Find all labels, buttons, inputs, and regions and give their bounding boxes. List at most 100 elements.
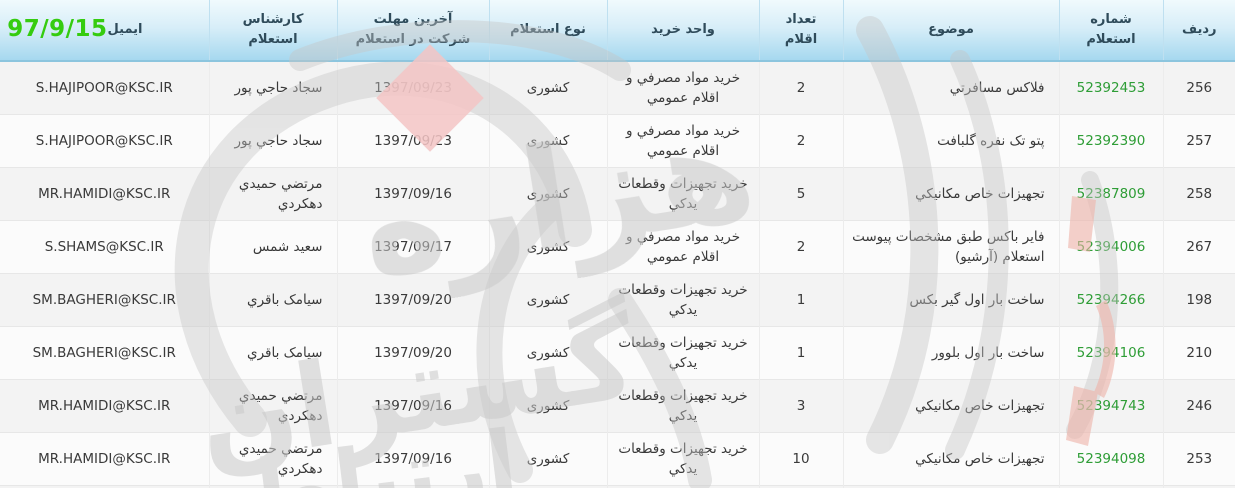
col-header-purchase-unit: واحد خرید (606, 0, 759, 62)
cell-deadline: 1397/09/16 (336, 432, 489, 486)
table-row: 198 52394266 ساخت بار اول گير بکس 1 خريد… (0, 273, 1235, 327)
email-header-label: ایمیل (107, 21, 143, 37)
cell-inquiry-number: 52392453 (1058, 61, 1163, 115)
col-header-inquiry-type: نوع استعلام (488, 0, 607, 62)
cell-expert: مرتضي حميدي دهکردي (208, 432, 337, 486)
cell-item-count: 2 (758, 114, 843, 168)
col-header-inquiry-number: شماره استعلام (1058, 0, 1163, 62)
cell-deadline: 1397/09/23 (336, 114, 489, 168)
cell-row-number: 267 (1162, 220, 1235, 274)
cell-email: SM.BAGHERI@KSC.IR (32, 291, 176, 308)
report-date: 97/9/15 (7, 16, 108, 43)
cell-row-number: 255 (1162, 485, 1235, 488)
cell-subject: تجهيزات خاص مکانيکي (842, 432, 1059, 486)
cell-purchase-unit: خريد مواد مصرفي و اقلام عمومي (606, 485, 759, 488)
cell-purchase-unit: خريد مواد مصرفي و اقلام عمومي (606, 61, 759, 115)
cell-deadline: 1397/09/20 (336, 326, 489, 380)
cell-subject: فاير باکس طبق مشخصات پيوست استعلام (آرشي… (842, 220, 1059, 274)
col-header-item-count: تعداد اقلام (758, 0, 843, 62)
cell-expert: سجاد حاجي پور (208, 61, 337, 115)
cell-inquiry-type: کشوری (488, 485, 607, 488)
cell-item-count: 3 (758, 485, 843, 488)
cell-email: S.HAJIPOOR@KSC.IR (35, 79, 173, 96)
cell-subject: تجهيزات خاص مکانيکي (842, 379, 1059, 433)
cell-inquiry-type: کشوری (488, 220, 607, 274)
cell-deadline: 1397/09/23 (336, 61, 489, 115)
cell-row-number: 198 (1162, 273, 1235, 327)
cell-inquiry-type: کشوری (488, 379, 607, 433)
cell-inquiry-number: 52394098 (1058, 432, 1163, 486)
col-header-row-number: ردیف (1162, 0, 1235, 62)
cell-deadline: 1397/09/23 (336, 485, 489, 488)
table-row: 255 52392463 قران 3 خريد مواد مصرفي و اق… (0, 485, 1235, 488)
cell-inquiry-number: 52392390 (1058, 114, 1163, 168)
cell-purchase-unit: خريد تجهيزات وقطعات يدکي (606, 326, 759, 380)
cell-row-number: 246 (1162, 379, 1235, 433)
cell-email: MR.HAMIDI@KSC.IR (38, 185, 171, 202)
cell-expert: مرتضي حميدي دهکردي (208, 167, 337, 221)
cell-inquiry-type: کشوری (488, 432, 607, 486)
cell-subject: فلاکس مسافرتي (842, 61, 1059, 115)
cell-deadline: 1397/09/17 (336, 220, 489, 274)
table-row: 246 52394743 تجهيزات خاص مکانيکي 3 خريد … (0, 379, 1235, 433)
cell-expert: سيامک باقري (208, 326, 337, 380)
table-row: 253 52394098 تجهيزات خاص مکانيکي 10 خريد… (0, 432, 1235, 486)
cell-row-number: 258 (1162, 167, 1235, 221)
cell-purchase-unit: خريد مواد مصرفي و اقلام عمومي (606, 220, 759, 274)
cell-inquiry-number: 52394266 (1058, 273, 1163, 327)
cell-inquiry-type: کشوری (488, 167, 607, 221)
cell-purchase-unit: خريد تجهيزات وقطعات يدکي (606, 167, 759, 221)
cell-subject: تجهيزات خاص مکانيکي (842, 167, 1059, 221)
cell-purchase-unit: خريد تجهيزات وقطعات يدکي (606, 379, 759, 433)
cell-deadline: 1397/09/16 (336, 379, 489, 433)
cell-deadline: 1397/09/16 (336, 167, 489, 221)
table-row: 210 52394106 ساخت بار اول بلوور 1 خريد ت… (0, 326, 1235, 380)
col-header-subject: موضوع (842, 0, 1059, 62)
cell-item-count: 10 (758, 432, 843, 486)
table-body: 256 52392453 فلاکس مسافرتي 2 خريد مواد م… (0, 61, 1235, 488)
cell-deadline: 1397/09/20 (336, 273, 489, 327)
cell-inquiry-number: 52392463 (1058, 485, 1163, 488)
cell-inquiry-type: کشوری (488, 61, 607, 115)
cell-row-number: 253 (1162, 432, 1235, 486)
table-row: 256 52392453 فلاکس مسافرتي 2 خريد مواد م… (0, 61, 1235, 115)
cell-expert: مرتضي حميدي دهکردي (208, 379, 337, 433)
cell-row-number: 210 (1162, 326, 1235, 380)
cell-item-count: 2 (758, 220, 843, 274)
col-header-expert: کارشناس استعلام (208, 0, 337, 62)
cell-subject: قران (842, 485, 1059, 488)
cell-item-count: 3 (758, 379, 843, 433)
cell-inquiry-number: 52394006 (1058, 220, 1163, 274)
table-row: 258 52387809 تجهيزات خاص مکانيکي 5 خريد … (0, 167, 1235, 221)
cell-email: SM.BAGHERI@KSC.IR (32, 344, 176, 361)
cell-purchase-unit: خريد تجهيزات وقطعات يدکي (606, 432, 759, 486)
cell-item-count: 1 (758, 326, 843, 380)
cell-inquiry-number: 52394106 (1058, 326, 1163, 380)
cell-row-number: 257 (1162, 114, 1235, 168)
cell-row-number: 256 (1162, 61, 1235, 115)
cell-subject: ساخت بار اول گير بکس (842, 273, 1059, 327)
cell-item-count: 5 (758, 167, 843, 221)
col-header-email: ایمیل 97/9/15 (0, 0, 209, 62)
cell-expert: سجاد حاجي پور (208, 485, 337, 488)
cell-subject: پتو تک نفره گلبافت (842, 114, 1059, 168)
table-row: 267 52394006 فاير باکس طبق مشخصات پيوست … (0, 220, 1235, 274)
cell-expert: سجاد حاجي پور (208, 114, 337, 168)
cell-email: MR.HAMIDI@KSC.IR (38, 397, 171, 414)
table-header: ردیف شماره استعلام موضوع تعداد اقلام واح… (0, 0, 1235, 62)
cell-purchase-unit: خريد تجهيزات وقطعات يدکي (606, 273, 759, 327)
cell-email: MR.HAMIDI@KSC.IR (38, 450, 171, 467)
cell-item-count: 2 (758, 61, 843, 115)
cell-expert: سيامک باقري (208, 273, 337, 327)
cell-subject: ساخت بار اول بلوور (842, 326, 1059, 380)
cell-email: S.SHAMS@KSC.IR (44, 238, 164, 255)
cell-expert: سعيد شمس (208, 220, 337, 274)
header-row: ردیف شماره استعلام موضوع تعداد اقلام واح… (0, 0, 1235, 62)
cell-inquiry-type: کشوری (488, 114, 607, 168)
col-header-deadline: آخرین مهلت شرکت در استعلام (336, 0, 489, 62)
cell-purchase-unit: خريد مواد مصرفي و اقلام عمومي (606, 114, 759, 168)
cell-inquiry-type: کشوری (488, 273, 607, 327)
cell-email: S.HAJIPOOR@KSC.IR (35, 132, 173, 149)
cell-inquiry-number: 52394743 (1058, 379, 1163, 433)
